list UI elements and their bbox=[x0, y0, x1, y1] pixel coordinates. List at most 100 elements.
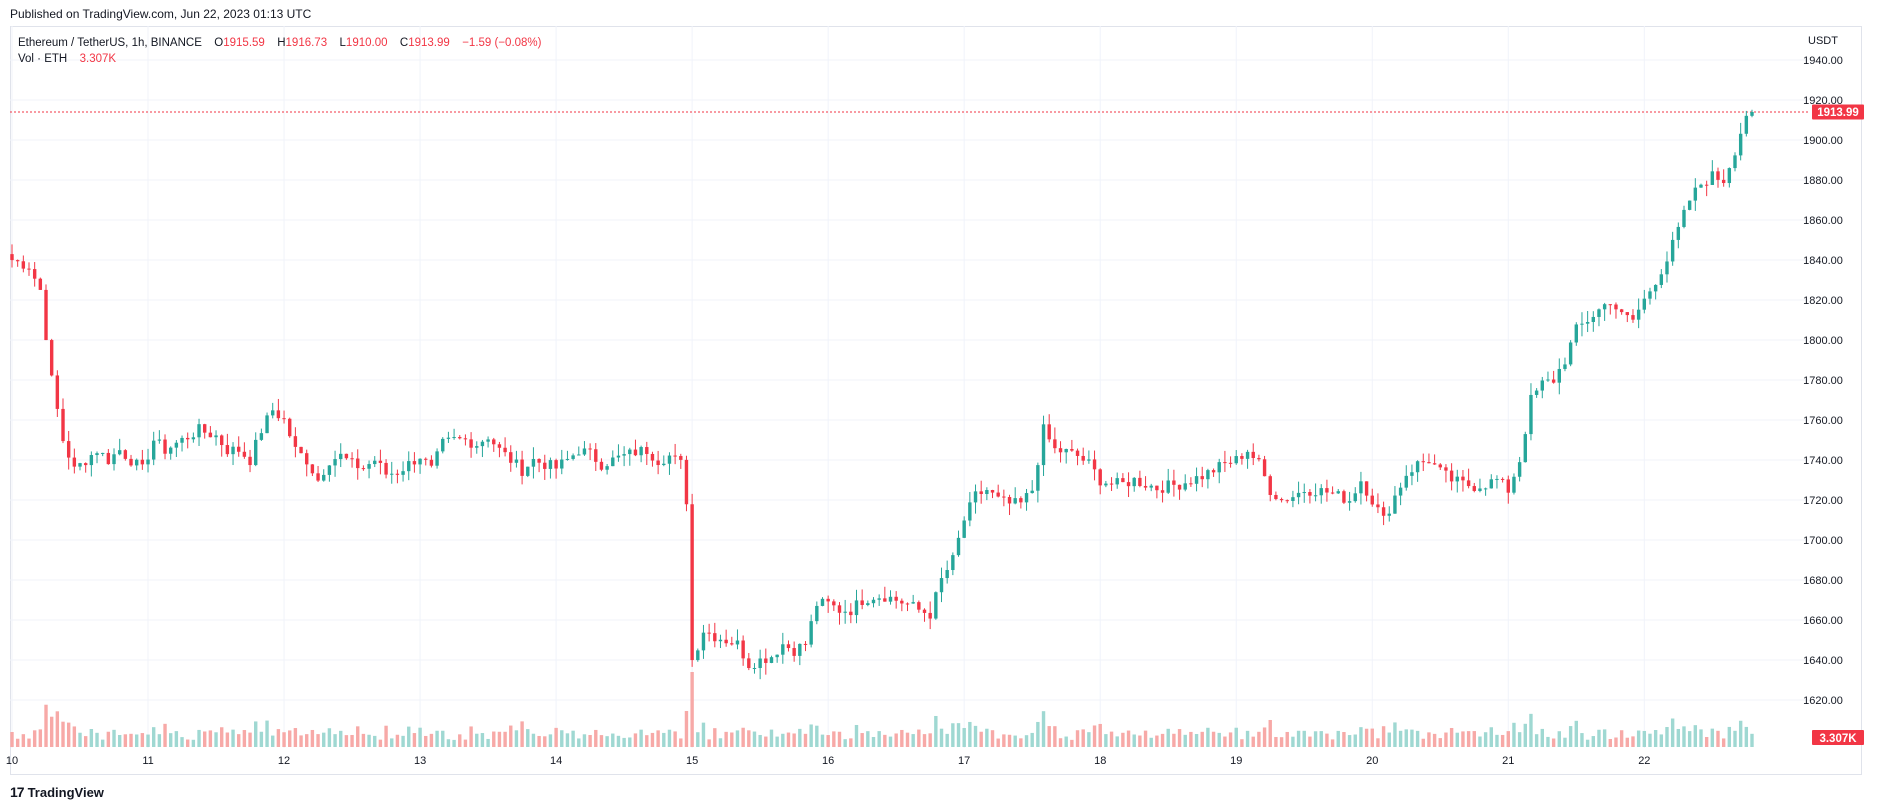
volume-bar bbox=[112, 729, 116, 747]
volume-bar bbox=[939, 728, 944, 747]
volume-bar bbox=[10, 731, 14, 747]
candle-body bbox=[344, 453, 349, 459]
candle-body bbox=[888, 596, 893, 602]
time-tick-label: 16 bbox=[822, 755, 834, 767]
candle-body bbox=[225, 445, 230, 455]
candle-body bbox=[741, 640, 745, 659]
candle-body bbox=[367, 464, 371, 469]
volume-bar bbox=[333, 734, 337, 747]
candle-body bbox=[66, 441, 71, 458]
candle-body bbox=[973, 491, 978, 503]
candle-body bbox=[254, 439, 258, 466]
volume-bar bbox=[151, 727, 156, 747]
volume-bar bbox=[888, 736, 893, 747]
time-tick-label: 13 bbox=[414, 755, 426, 767]
time-tick-label: 12 bbox=[278, 755, 290, 767]
candle-body bbox=[900, 600, 904, 604]
volume-bar bbox=[1682, 726, 1686, 747]
volume-bar bbox=[724, 731, 728, 747]
candle-body bbox=[775, 654, 779, 658]
volume-bar bbox=[815, 725, 819, 747]
candle-body bbox=[1710, 171, 1715, 185]
volume-label[interactable]: Vol · ETH bbox=[18, 53, 68, 65]
candle-body bbox=[849, 611, 853, 616]
candle-body bbox=[1075, 450, 1080, 456]
candle-body bbox=[503, 447, 507, 453]
volume-bar bbox=[469, 726, 473, 747]
candle-body bbox=[61, 408, 65, 442]
low-label: L bbox=[339, 37, 346, 49]
volume-bar bbox=[1109, 731, 1114, 747]
candle-body bbox=[1115, 478, 1119, 485]
candle-body bbox=[27, 268, 31, 270]
volume-bar bbox=[1143, 730, 1148, 747]
volume-bar bbox=[837, 731, 842, 747]
candle-body bbox=[594, 449, 598, 462]
volume-bar bbox=[1058, 738, 1063, 747]
volume-bar bbox=[1024, 735, 1029, 747]
tradingview-logo[interactable]: 17 TradingView bbox=[10, 784, 104, 800]
candle-body bbox=[934, 592, 938, 619]
candle-body bbox=[520, 459, 524, 476]
candle-body bbox=[531, 458, 536, 467]
candle-body bbox=[1109, 483, 1114, 485]
volume-bar bbox=[718, 738, 723, 747]
candle-body bbox=[526, 466, 530, 476]
candle-body bbox=[815, 605, 819, 622]
candle-body bbox=[1653, 284, 1658, 292]
candle-body bbox=[361, 468, 366, 470]
candle-body bbox=[1268, 476, 1272, 495]
candle-body bbox=[1631, 315, 1635, 320]
candle-body bbox=[1217, 462, 1221, 473]
volume-bar bbox=[514, 730, 519, 747]
volume-bar bbox=[129, 733, 133, 747]
volume-bar bbox=[412, 733, 417, 747]
time-tick-label: 17 bbox=[958, 755, 970, 767]
volume-bar bbox=[1563, 737, 1567, 747]
volume-bar bbox=[1727, 726, 1732, 747]
volume-bar bbox=[775, 736, 779, 747]
volume-bar bbox=[1325, 733, 1329, 747]
volume-bar bbox=[1206, 727, 1210, 747]
candle-body bbox=[985, 490, 989, 495]
candle-body bbox=[894, 596, 898, 601]
volume-bar bbox=[174, 731, 179, 747]
volume-bar bbox=[945, 733, 949, 747]
candle-body bbox=[418, 458, 422, 465]
candle-body bbox=[633, 449, 638, 456]
volume-bar bbox=[1036, 721, 1040, 747]
candle-body bbox=[662, 463, 666, 466]
candle-body bbox=[718, 639, 723, 642]
candle-body bbox=[1262, 459, 1267, 477]
candle-body bbox=[339, 453, 343, 460]
candle-body bbox=[89, 455, 94, 466]
volume-bar bbox=[15, 738, 20, 747]
candle-body bbox=[701, 632, 706, 651]
volume-bar bbox=[497, 731, 502, 747]
volume-bar bbox=[1648, 733, 1652, 747]
candle-body bbox=[1727, 168, 1732, 184]
candle-body bbox=[1274, 494, 1278, 500]
volume-bar bbox=[707, 739, 711, 747]
candle-body bbox=[571, 455, 575, 459]
candle-body bbox=[673, 455, 677, 457]
candle-body bbox=[537, 458, 541, 463]
symbol-label[interactable]: Ethereum / TetherUS, 1h, BINANCE bbox=[18, 37, 202, 49]
candle-body bbox=[140, 459, 145, 465]
volume-bar bbox=[1172, 733, 1176, 747]
volume-bar bbox=[1149, 737, 1153, 747]
volume-bar bbox=[225, 732, 230, 747]
volume-bar bbox=[373, 735, 377, 747]
candle-body bbox=[1002, 496, 1006, 498]
candle-body bbox=[860, 600, 864, 606]
candle-body bbox=[1143, 485, 1148, 488]
volume-bar bbox=[1495, 734, 1499, 747]
candle-body bbox=[316, 473, 320, 481]
volume-bar bbox=[1410, 729, 1414, 747]
candle-body bbox=[854, 600, 859, 616]
candle-body bbox=[577, 454, 581, 456]
candle-body bbox=[1121, 478, 1125, 483]
volume-bar bbox=[378, 739, 383, 747]
close-label: C bbox=[399, 37, 409, 49]
